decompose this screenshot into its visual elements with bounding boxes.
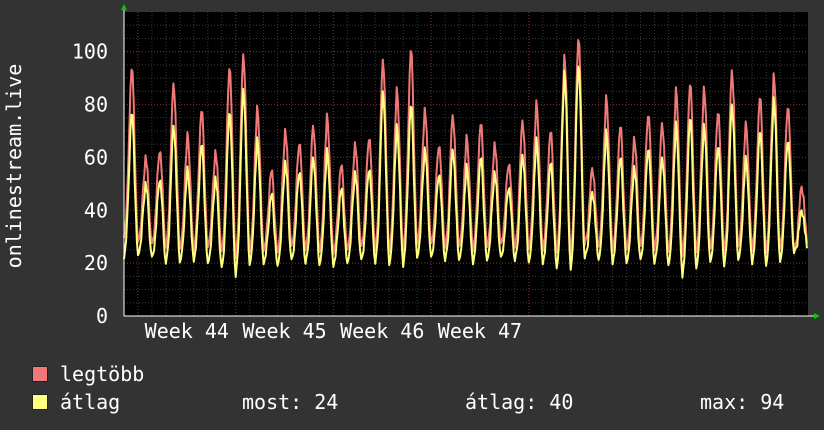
stat-now-label: most: xyxy=(242,390,303,414)
stat-max-value: 94 xyxy=(760,390,785,414)
legend-item-avg: átlag xyxy=(32,390,120,414)
x-tick-label: Week 44 xyxy=(145,319,229,343)
stat-now: most: 24 xyxy=(242,390,338,414)
x-tick-labels: Week 44 Week 45 Week 46 Week 47 xyxy=(145,319,522,343)
y-tick-label: 40 xyxy=(84,198,108,222)
series-line-avg xyxy=(123,65,808,279)
y-axis-arrow-icon xyxy=(121,4,127,10)
legend-swatch-avg xyxy=(32,394,48,410)
y-tick-label: 20 xyxy=(84,251,108,275)
stat-max-label: max: xyxy=(700,390,749,414)
y-tick-label: 60 xyxy=(84,145,108,169)
stat-max: max: 94 xyxy=(700,390,784,414)
stat-avg-label: átlag: xyxy=(465,390,538,414)
axes xyxy=(121,4,820,319)
y-tick-label: 100 xyxy=(72,40,108,64)
stat-avg-value: 40 xyxy=(549,390,574,414)
y-tick-labels: 0 20 40 60 80 100 xyxy=(72,40,108,328)
x-tick-label: Week 47 xyxy=(438,319,522,343)
legend-swatch-max xyxy=(32,366,48,382)
x-tick-label: Week 45 xyxy=(242,319,326,343)
legend-label-avg: átlag xyxy=(60,390,121,414)
stat-avg: átlag: 40 xyxy=(465,390,573,414)
x-axis-arrow-icon xyxy=(814,313,820,319)
y-axis-label: onlinestream.live xyxy=(2,63,26,269)
series-layer xyxy=(123,39,808,279)
legend-label-max: legtöbb xyxy=(60,362,145,386)
y-tick-label: 80 xyxy=(84,93,108,117)
y-tick-label: 0 xyxy=(96,304,108,328)
legend-item-max: legtöbb xyxy=(32,362,144,386)
stat-now-value: 24 xyxy=(314,390,339,414)
x-tick-label: Week 46 xyxy=(340,319,424,343)
